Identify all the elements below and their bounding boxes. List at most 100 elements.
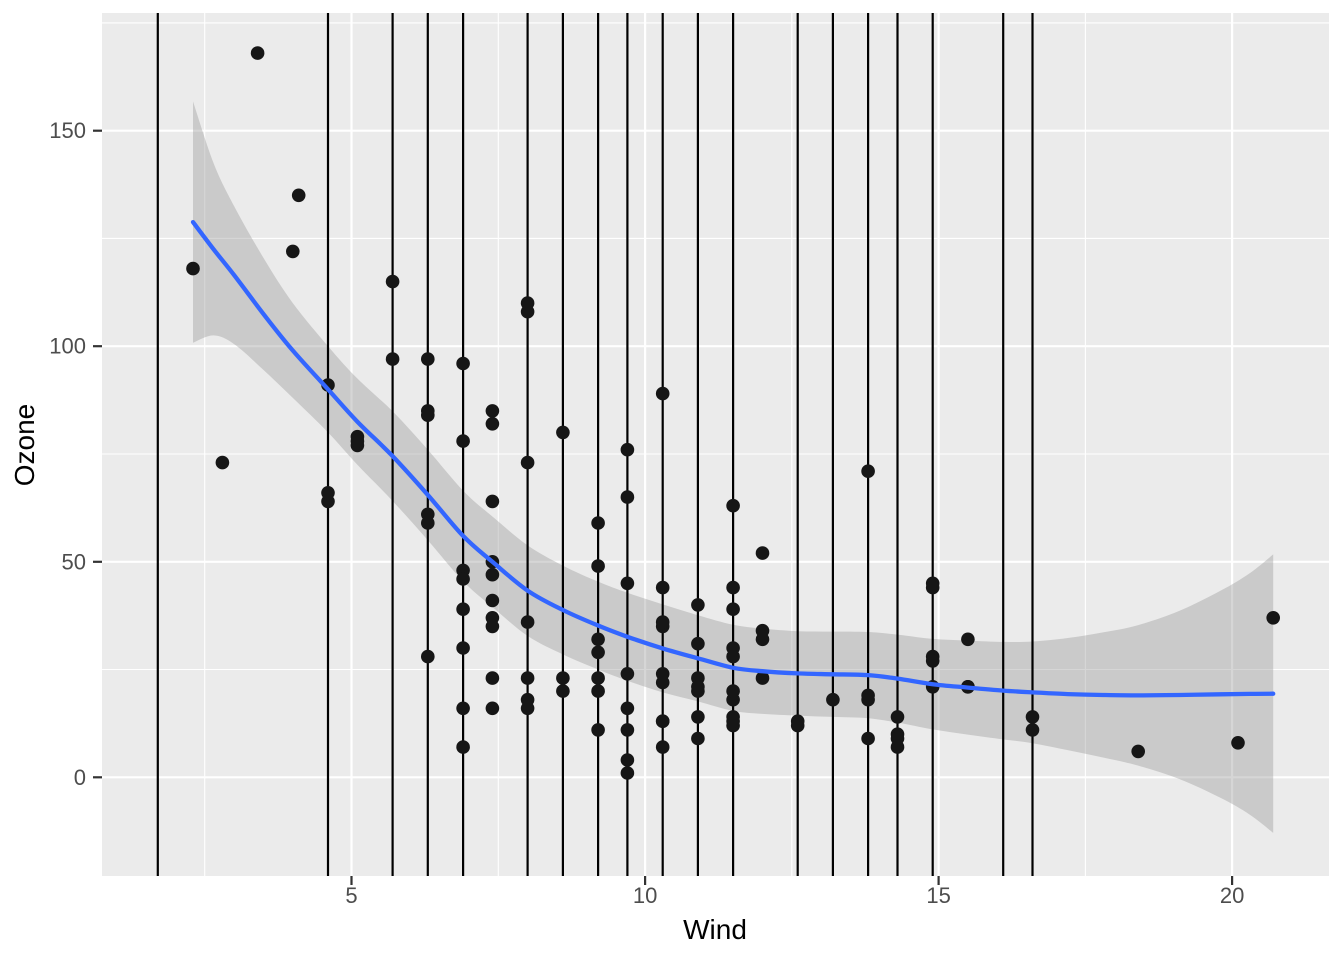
minor-gridlines [102, 13, 1329, 876]
data-point [485, 404, 500, 418]
data-point [655, 386, 670, 401]
data-point [520, 296, 535, 310]
data-point [421, 404, 435, 418]
data-point [250, 46, 265, 60]
data-point [591, 723, 605, 737]
data-point [620, 766, 635, 780]
data-point [456, 701, 470, 716]
data-point [591, 632, 605, 647]
data-point [350, 434, 365, 448]
data-point [691, 710, 705, 724]
smooth-line-layer [190, 219, 1276, 698]
data-point [591, 559, 605, 573]
data-point [890, 710, 905, 724]
data-point [755, 632, 770, 647]
y-tick-label: 0 [74, 765, 86, 790]
data-point [790, 714, 805, 728]
panel-background [102, 13, 1329, 876]
data-point [485, 671, 500, 685]
data-point [620, 490, 635, 504]
data-point [655, 615, 670, 629]
data-point [556, 684, 570, 698]
data-point [556, 671, 570, 685]
major-gridlines [102, 13, 1329, 876]
loess-line [190, 219, 1276, 698]
data-point [591, 671, 605, 685]
data-point [755, 671, 770, 685]
data-point [186, 261, 200, 276]
data-point [620, 667, 635, 681]
data-point [755, 546, 770, 560]
data-point [1266, 611, 1280, 625]
data-point [591, 645, 605, 660]
data-point [861, 464, 875, 479]
data-point [691, 731, 705, 746]
data-point [925, 580, 940, 595]
data-point [485, 417, 500, 431]
data-point [1231, 736, 1245, 750]
data-point [826, 692, 840, 707]
data-point [620, 753, 635, 767]
data-point [456, 641, 470, 655]
data-point [655, 580, 670, 595]
data-point [1025, 710, 1040, 724]
data-point [421, 516, 435, 530]
data-point [726, 580, 740, 595]
data-point [385, 274, 400, 289]
data-point [620, 723, 635, 737]
data-point [726, 684, 740, 698]
x-tick-label: 20 [1220, 883, 1244, 908]
x-tick-label: 10 [633, 883, 657, 908]
data-point [520, 455, 535, 470]
plot-panel [102, 13, 1329, 876]
points-layer [186, 46, 1280, 780]
y-axis-title: Ozone [9, 404, 40, 487]
data-point [890, 731, 905, 746]
data-point [620, 576, 635, 591]
data-point [726, 498, 740, 513]
data-point [485, 593, 500, 608]
data-point [620, 701, 635, 716]
y-tick-label: 100 [49, 334, 86, 359]
data-point [456, 740, 470, 754]
data-point [1131, 744, 1145, 759]
data-point [520, 671, 535, 685]
data-point [591, 516, 605, 530]
data-point [456, 572, 470, 586]
data-point [321, 486, 335, 500]
data-point [286, 244, 300, 259]
data-point [485, 494, 500, 509]
data-point [925, 654, 940, 668]
data-point [691, 636, 705, 651]
data-point [421, 649, 435, 664]
data-point [655, 714, 670, 728]
data-point [691, 680, 705, 694]
data-point [385, 352, 400, 366]
data-point [520, 615, 535, 629]
data-point [726, 714, 740, 728]
x-axis-title: Wind [683, 914, 747, 945]
data-point [456, 434, 470, 448]
axes-layer: 5 10 15 20 0 50 100 150 [49, 118, 1244, 908]
x-tick-label: 5 [345, 883, 357, 908]
data-point [215, 455, 230, 470]
y-tick-label: 50 [62, 549, 86, 574]
data-point [726, 602, 740, 616]
data-point [291, 188, 306, 203]
data-point [591, 684, 605, 698]
data-point [861, 692, 875, 707]
data-point [485, 567, 500, 582]
data-point [485, 701, 500, 716]
data-point [655, 667, 670, 681]
data-point [456, 356, 470, 371]
data-point [861, 731, 875, 746]
data-point [520, 692, 535, 707]
data-point [655, 740, 670, 754]
y-tick-label: 150 [49, 118, 86, 143]
data-point [1025, 723, 1040, 737]
x-tick-label: 15 [926, 883, 950, 908]
data-point [726, 649, 740, 664]
data-point [485, 619, 500, 634]
